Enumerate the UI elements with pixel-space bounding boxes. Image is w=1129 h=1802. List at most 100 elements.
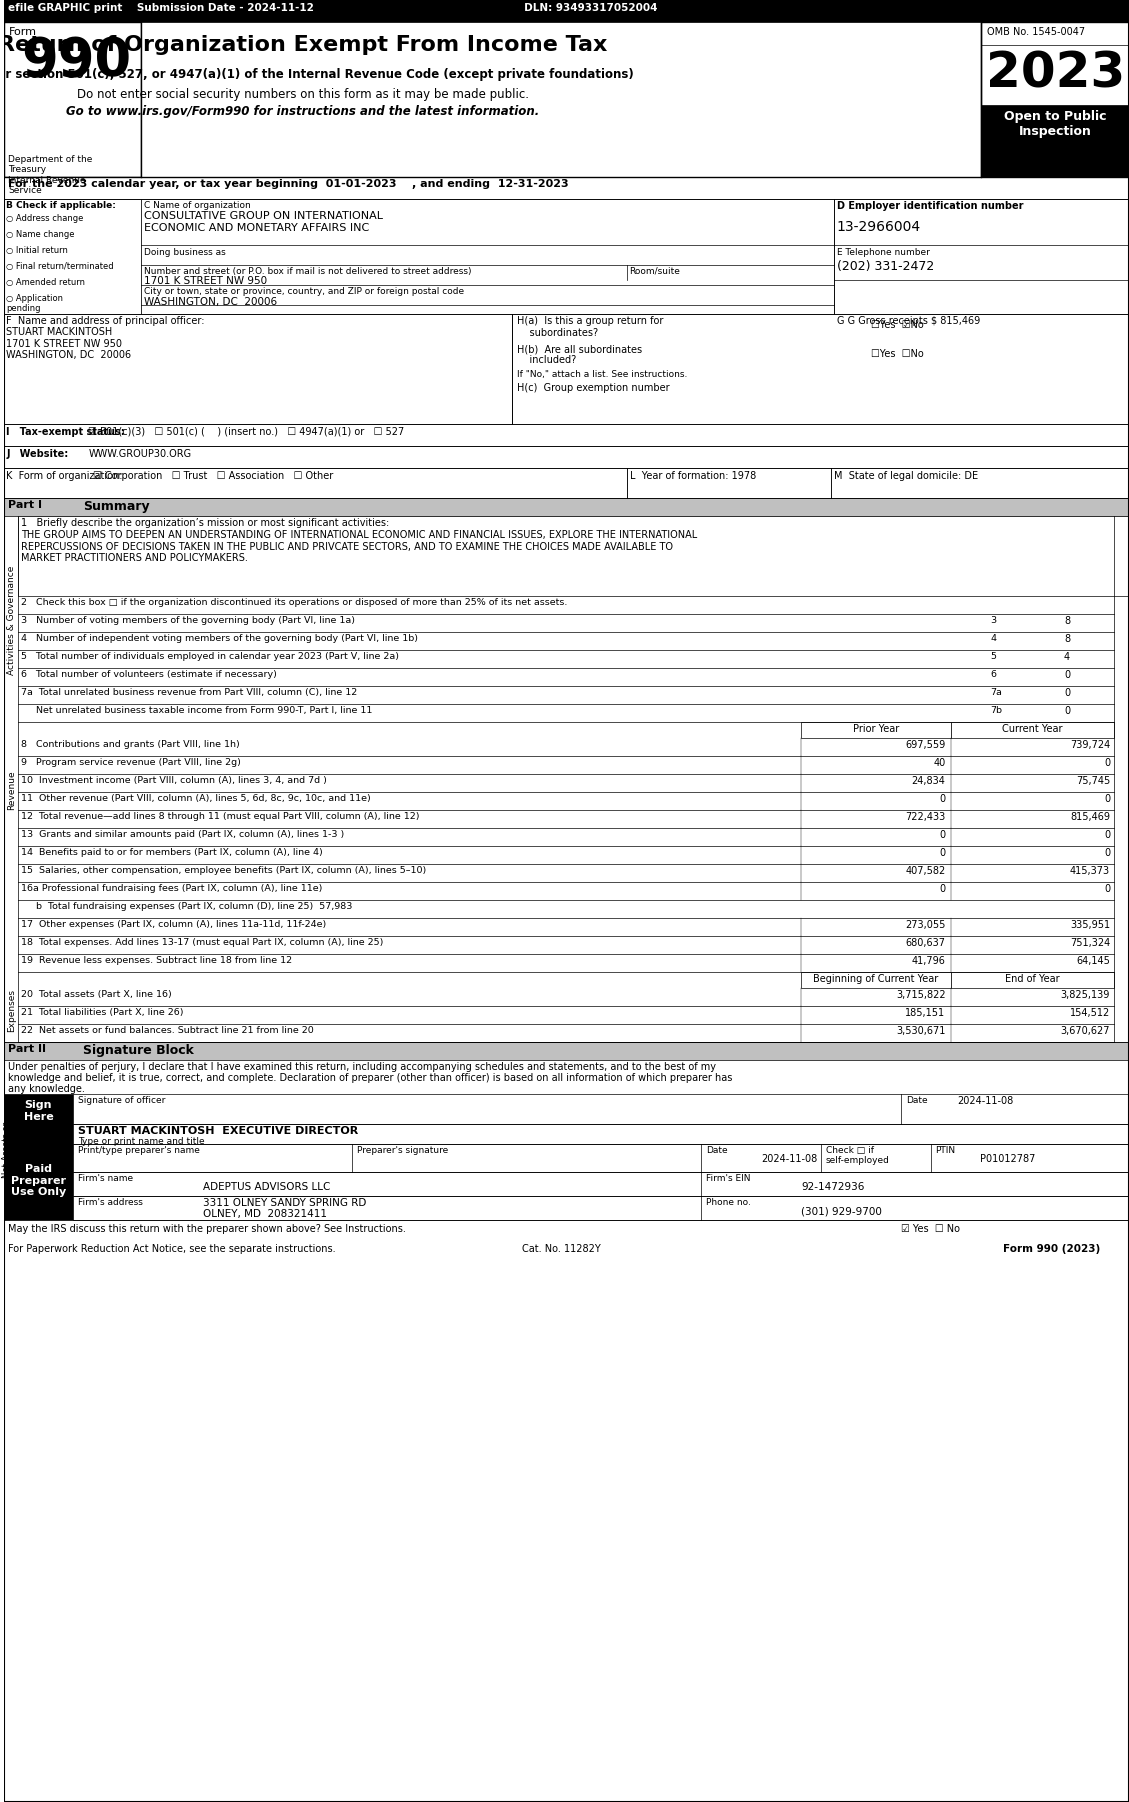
Text: 92-1472936: 92-1472936 [800,1182,865,1191]
Text: 10  Investment income (Part VIII, column (A), lines 3, 4, and 7d ): 10 Investment income (Part VIII, column … [21,777,327,786]
Bar [3,314,511,423]
Bar [951,971,1114,987]
Text: Net unrelated business taxable income from Form 990-T, Part I, line 11: Net unrelated business taxable income fr… [21,706,373,715]
Text: 5   Total number of individuals employed in calendar year 2023 (Part V, line 2a): 5 Total number of individuals employed i… [21,652,400,661]
Text: WASHINGTON, DC  20006: WASHINGTON, DC 20006 [145,297,278,306]
Text: ☑ 501(c)(3)   ☐ 501(c) (    ) (insert no.)   ☐ 4947(a)(1) or   ☐ 527: ☑ 501(c)(3) ☐ 501(c) ( ) (insert no.) ☐ … [88,427,404,438]
Text: 407,582: 407,582 [905,867,946,876]
Text: subordinates?: subordinates? [517,328,598,339]
Bar [981,22,1129,177]
Text: (301) 929-9700: (301) 929-9700 [800,1206,882,1216]
Bar [73,1094,1129,1124]
Text: 1701 K STREET NW 950: 1701 K STREET NW 950 [145,276,268,287]
Text: Part II: Part II [9,1043,46,1054]
Text: City or town, state or province, country, and ZIP or foreign postal code: City or town, state or province, country… [145,287,464,296]
Text: 24,834: 24,834 [912,777,946,786]
Text: L  Year of formation: 1978: L Year of formation: 1978 [630,470,755,481]
Text: Firm's name: Firm's name [78,1173,133,1182]
Text: 8   Contributions and grants (Part VIII, line 1h): 8 Contributions and grants (Part VIII, l… [21,741,240,750]
Text: Expenses: Expenses [7,989,16,1031]
Text: Under section 501(c), 527, or 4947(a)(1) of the Internal Revenue Code (except pr: Under section 501(c), 527, or 4947(a)(1)… [0,68,634,81]
Bar [834,314,1129,333]
Text: 7b: 7b [990,706,1003,715]
Text: b  Total fundraising expenses (Part IX, column (D), line 25)  57,983: b Total fundraising expenses (Part IX, c… [21,903,353,912]
Text: J   Website:: J Website: [7,449,69,460]
Text: P01012787: P01012787 [980,1153,1035,1164]
Text: Activities & Governance: Activities & Governance [7,566,16,674]
Text: H(a)  Is this a group return for: H(a) Is this a group return for [517,315,663,326]
Bar [981,105,1129,177]
Text: If "No," attach a list. See instructions.: If "No," attach a list. See instructions… [517,369,688,378]
Text: (202) 331-2472: (202) 331-2472 [837,259,934,272]
Text: 75,745: 75,745 [1076,777,1110,786]
Text: 8: 8 [1064,634,1070,643]
Text: 13-2966004: 13-2966004 [837,220,921,234]
Text: 154,512: 154,512 [1070,1007,1110,1018]
Text: 751,324: 751,324 [1070,939,1110,948]
Text: 3   Number of voting members of the governing body (Part VI, line 1a): 3 Number of voting members of the govern… [21,616,356,625]
Bar [3,469,1129,497]
Text: THE GROUP AIMS TO DEEPEN AN UNDERSTANDING OF INTERNATIONAL ECONOMIC AND FINANCIA: THE GROUP AIMS TO DEEPEN AN UNDERSTANDIN… [21,530,698,564]
Text: CONSULTATIVE GROUP ON INTERNATIONAL: CONSULTATIVE GROUP ON INTERNATIONAL [145,211,383,222]
Bar [3,497,1129,515]
Bar [141,22,981,177]
Text: 11  Other revenue (Part VIII, column (A), lines 5, 6d, 8c, 9c, 10c, and 11e): 11 Other revenue (Part VIII, column (A),… [21,795,371,804]
Text: 22  Net assets or fund balances. Subtract line 21 from line 20: 22 Net assets or fund balances. Subtract… [21,1025,314,1034]
Text: STUART MACKINTOSH
1701 K STREET NW 950
WASHINGTON, DC  20006: STUART MACKINTOSH 1701 K STREET NW 950 W… [7,326,132,360]
Text: K  Form of organization:: K Form of organization: [7,470,123,481]
Text: Part I: Part I [9,499,43,510]
Text: 815,469: 815,469 [1070,813,1110,822]
Text: 2023: 2023 [986,50,1124,97]
Text: Department of the
Treasury
Internal Revenue
Service: Department of the Treasury Internal Reve… [9,155,93,195]
Bar [3,447,1129,469]
Text: 13  Grants and similar amounts paid (Part IX, column (A), lines 1-3 ): 13 Grants and similar amounts paid (Part… [21,831,344,840]
Text: OMB No. 1545-0047: OMB No. 1545-0047 [988,27,1086,38]
Text: Print/type preparer's name: Print/type preparer's name [78,1146,200,1155]
Bar [3,0,1129,22]
Text: Preparer's signature: Preparer's signature [358,1146,448,1155]
Bar [834,198,1129,314]
Text: 40: 40 [934,759,946,768]
Text: I   Tax-exempt status:: I Tax-exempt status: [7,427,125,438]
Text: For the 2023 calendar year, or tax year beginning  01-01-2023    , and ending  1: For the 2023 calendar year, or tax year … [9,178,569,189]
Text: knowledge and belief, it is true, correct, and complete. Declaration of preparer: knowledge and belief, it is true, correc… [9,1072,733,1083]
Text: Beginning of Current Year: Beginning of Current Year [813,975,938,984]
Bar [3,198,1129,314]
Text: 0: 0 [1104,795,1110,804]
Text: Room/suite: Room/suite [630,267,681,276]
Bar [800,723,951,739]
Text: Go to www.irs.gov/Form990 for instructions and the latest information.: Go to www.irs.gov/Form990 for instructio… [65,105,540,117]
Text: ADEPTUS ADVISORS LLC: ADEPTUS ADVISORS LLC [203,1182,331,1191]
Text: May the IRS discuss this return with the preparer shown above? See Instructions.: May the IRS discuss this return with the… [9,1224,406,1234]
Bar [3,1094,73,1153]
Bar [3,1220,1129,1242]
Text: 0: 0 [939,795,946,804]
Text: efile GRAPHIC print    Submission Date - 2024-11-12                             : efile GRAPHIC print Submission Date - 20… [9,4,658,13]
Text: G G Gross receipts $ 815,469: G G Gross receipts $ 815,469 [837,315,980,326]
Bar [3,423,1129,447]
Text: 41,796: 41,796 [912,957,946,966]
Bar [3,198,141,314]
Text: 3311 OLNEY SANDY SPRING RD: 3311 OLNEY SANDY SPRING RD [203,1198,366,1207]
Bar [3,177,1129,198]
Bar [3,1242,1129,1261]
Text: 0: 0 [939,885,946,894]
Text: 20  Total assets (Part X, line 16): 20 Total assets (Part X, line 16) [21,989,173,998]
Text: 14  Benefits paid to or for members (Part IX, column (A), line 4): 14 Benefits paid to or for members (Part… [21,849,323,858]
Text: 3,715,822: 3,715,822 [896,989,946,1000]
Text: End of Year: End of Year [1005,975,1060,984]
Text: 990: 990 [21,34,132,86]
Bar [73,1144,1129,1171]
Text: For Paperwork Reduction Act Notice, see the separate instructions.: For Paperwork Reduction Act Notice, see … [9,1243,336,1254]
Text: 17  Other expenses (Part IX, column (A), lines 11a-11d, 11f-24e): 17 Other expenses (Part IX, column (A), … [21,921,326,930]
Bar [73,1171,1129,1197]
Text: ○ Final return/terminated: ○ Final return/terminated [7,261,114,270]
Text: 0: 0 [1104,831,1110,840]
Text: 8: 8 [1064,616,1070,625]
Text: 12  Total revenue—add lines 8 through 11 (must equal Part VIII, column (A), line: 12 Total revenue—add lines 8 through 11 … [21,813,420,822]
Text: Return of Organization Exempt From Income Tax: Return of Organization Exempt From Incom… [0,34,607,56]
Bar [800,971,951,987]
Text: Form: Form [9,27,36,38]
Text: 3: 3 [990,616,997,625]
Text: any knowledge.: any knowledge. [9,1085,86,1094]
